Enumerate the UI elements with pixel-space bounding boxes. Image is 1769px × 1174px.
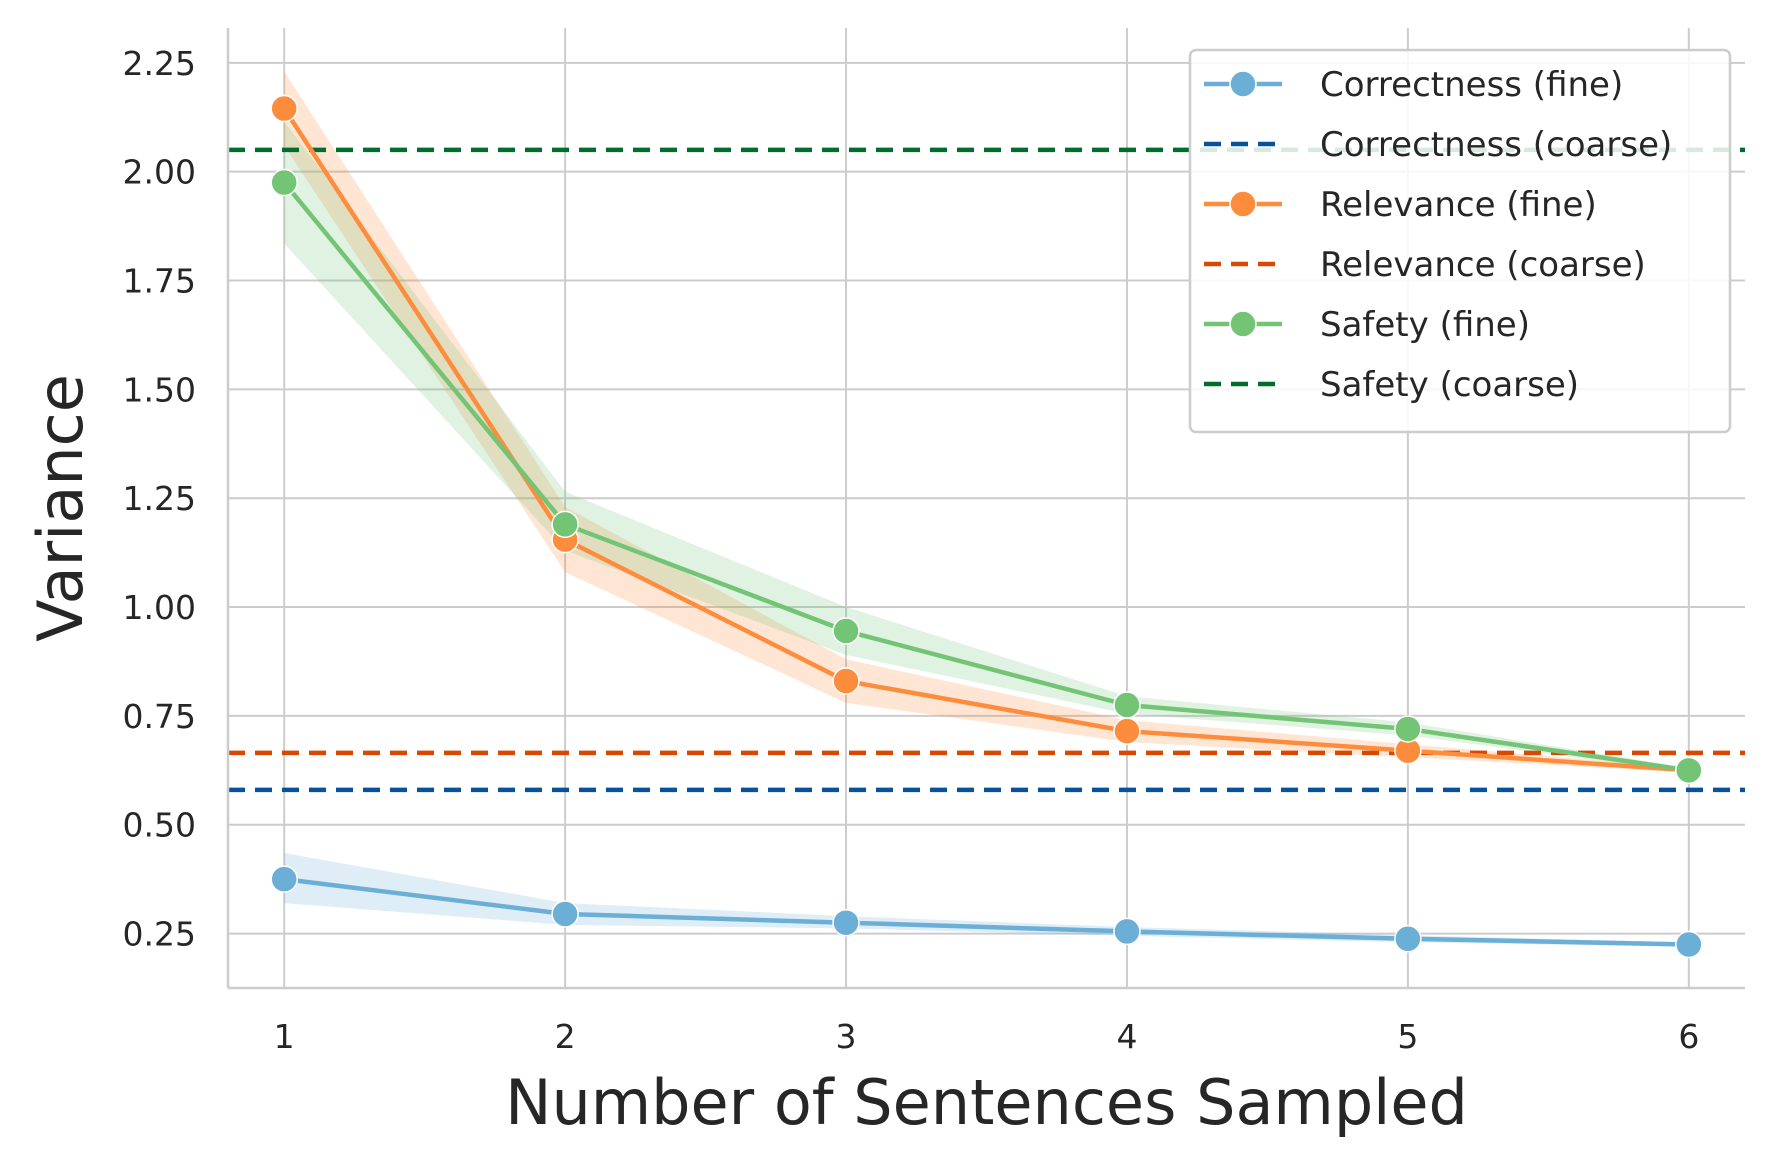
- y-tick-label: 0.25: [123, 915, 196, 954]
- correctness-fine-point: [1675, 930, 1703, 959]
- axes: [226, 28, 1745, 990]
- relevance-fine-point: [270, 94, 298, 123]
- y-tick-label: 1.75: [123, 262, 196, 301]
- safety-fine-point: [1394, 715, 1422, 743]
- safety-fine-point: [832, 617, 860, 645]
- legend-label: Relevance (fine): [1320, 185, 1597, 225]
- correctness-fine-point: [832, 908, 860, 937]
- legend-label: Safety (fine): [1320, 305, 1530, 345]
- correctness-fine-band: [284, 853, 1689, 947]
- x-tick-label: 5: [1397, 1017, 1418, 1056]
- safety-fine-line: [282, 181, 1690, 773]
- legend-label: Correctness (coarse): [1320, 125, 1672, 165]
- x-tick-label: 6: [1678, 1017, 1699, 1056]
- coarse-baselines: [228, 147, 1745, 793]
- legend-label: Relevance (coarse): [1320, 245, 1646, 285]
- legend-label: Correctness (fine): [1320, 65, 1623, 105]
- correctness-fine-point: [1394, 925, 1422, 953]
- tick-labels: 1 2 3 4 5 6 0.25 0.50 0.75 1.00 1.25 1.50 1.75 2.00 2.…: [123, 44, 1700, 1056]
- safety-fine-point: [270, 168, 298, 197]
- confidence-bands: [284, 71, 1689, 947]
- relevance-fine-point: [1113, 717, 1141, 745]
- safety-fine-point: [1675, 756, 1703, 785]
- safety-fine-point: [551, 510, 579, 539]
- y-tick-label: 1.00: [123, 588, 196, 627]
- legend-label: Safety (coarse): [1320, 365, 1579, 405]
- relevance-fine-band: [284, 71, 1689, 773]
- y-tick-label: 2.25: [123, 44, 196, 83]
- x-tick-label: 2: [555, 1017, 576, 1056]
- y-tick-label: 2.00: [123, 153, 196, 192]
- y-axis-title: Variance: [24, 374, 97, 642]
- correctness-fine-point: [551, 900, 579, 928]
- x-tick-label: 3: [836, 1017, 857, 1056]
- legend-marker: [1229, 70, 1257, 98]
- fine-series-lines: [282, 107, 1690, 947]
- legend: Correctness (fine) Correctness (coarse) Re…: [1188, 48, 1732, 434]
- x-tick-label: 1: [274, 1017, 295, 1056]
- correctness-fine-point: [270, 865, 298, 893]
- relevance-fine-point: [832, 667, 860, 695]
- legend-marker: [1229, 190, 1257, 218]
- y-tick-label: 0.50: [123, 806, 196, 845]
- fine-series-markers: [270, 94, 1703, 959]
- y-tick-label: 0.75: [123, 697, 196, 736]
- correctness-fine-point: [1113, 917, 1141, 946]
- y-tick-label: 1.25: [123, 479, 196, 518]
- legend-box: [1188, 48, 1732, 434]
- legend-marker: [1229, 310, 1257, 338]
- y-tick-label: 1.50: [123, 370, 196, 409]
- safety-fine-point: [1113, 691, 1141, 719]
- x-tick-label: 4: [1116, 1017, 1137, 1056]
- correctness-fine-line: [283, 876, 1689, 947]
- x-axis-title: Number of Sentences Sampled: [505, 1066, 1468, 1139]
